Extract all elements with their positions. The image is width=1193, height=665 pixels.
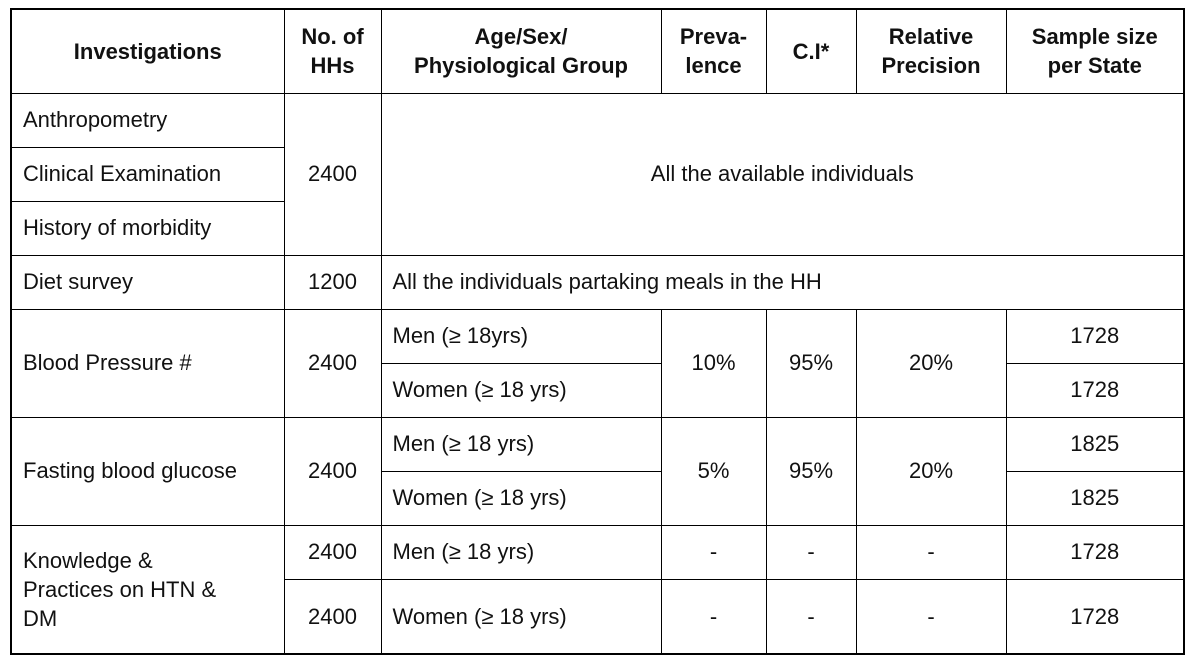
col-header-age-sex-group: Age/Sex/ Physiological Group [380, 8, 662, 94]
cell-fbg-group-men: Men (≥ 18 yrs) [380, 416, 662, 472]
cell-investigation-diet-survey: Diet survey [10, 254, 285, 310]
cell-fbg-group-women: Women (≥ 18 yrs) [380, 470, 662, 526]
cell-bp-sample-women: 1728 [1005, 362, 1185, 418]
cell-bp-ci: 95% [765, 308, 857, 418]
col-header-sample-size: Sample size per State [1005, 8, 1185, 94]
cell-fbg-ci: 95% [765, 416, 857, 526]
cell-investigation-anthropometry: Anthropometry [10, 92, 285, 148]
cell-fbg-sample-women: 1825 [1005, 470, 1185, 526]
cell-knowledge-sample-men: 1728 [1005, 524, 1185, 580]
cell-knowledge-prevalence-women: - [660, 578, 767, 655]
row-fasting-glucose-men: Fasting blood glucose 2400 Men (≥ 18 yrs… [10, 416, 1185, 526]
sample-size-table: Investigations No. of HHs Age/Sex/ Physi… [10, 8, 1185, 655]
cell-bp-prevalence: 10% [660, 308, 767, 418]
cell-investigation-history-of-morbidity: History of morbidity [10, 200, 285, 256]
cell-bp-group-men: Men (≥ 18yrs) [380, 308, 662, 364]
cell-block1-note: All the available individuals [380, 92, 1185, 256]
cell-investigation-knowledge: Knowledge & Practices on HTN & DM [10, 524, 285, 655]
row-knowledge-men: Knowledge & Practices on HTN & DM 2400 M… [10, 524, 1185, 655]
row-clinical-examination: Clinical Examination [10, 146, 1184, 202]
header-row: Investigations No. of HHs Age/Sex/ Physi… [10, 8, 1185, 94]
cell-knowledge-hhs-men: 2400 [283, 524, 382, 580]
cell-knowledge-precision-women: - [855, 578, 1007, 655]
row-blood-pressure-men: Blood Pressure # 2400 Men (≥ 18yrs) 10% … [10, 308, 1185, 418]
cell-diet-hhs: 1200 [283, 254, 382, 310]
cell-bp-hhs: 2400 [283, 308, 382, 418]
row-anthropometry: Anthropometry 2400 All the available ind… [10, 92, 1185, 256]
cell-knowledge-group-women: Women (≥ 18 yrs) [380, 578, 662, 655]
cell-bp-relative-precision: 20% [855, 308, 1007, 418]
row-fasting-glucose-women: Women (≥ 18 yrs) 1825 [11, 470, 1185, 526]
row-blood-pressure-women: Women (≥ 18 yrs) 1728 [11, 362, 1185, 418]
col-header-no-of-hhs: No. of HHs [283, 8, 382, 94]
cell-fbg-prevalence: 5% [660, 416, 767, 526]
cell-investigation-clinical-examination: Clinical Examination [10, 146, 285, 202]
cell-knowledge-precision-men: - [855, 524, 1007, 580]
row-diet-survey: Diet survey 1200 All the individuals par… [10, 254, 1185, 310]
cell-fbg-hhs: 2400 [283, 416, 382, 526]
cell-knowledge-prevalence-men: - [660, 524, 767, 580]
col-header-relative-precision: Relative Precision [855, 8, 1007, 94]
cell-fbg-sample-men: 1825 [1005, 416, 1185, 472]
col-header-ci: C.I* [765, 8, 857, 94]
cell-bp-group-women: Women (≥ 18 yrs) [380, 362, 662, 418]
cell-knowledge-ci-men: - [765, 524, 857, 580]
cell-fbg-relative-precision: 20% [855, 416, 1007, 526]
cell-investigation-fasting-glucose: Fasting blood glucose [10, 416, 285, 526]
cell-diet-note: All the individuals partaking meals in t… [380, 254, 1185, 310]
cell-knowledge-hhs-women: 2400 [283, 578, 382, 655]
col-header-prevalence: Preva- lence [660, 8, 767, 94]
cell-knowledge-group-men: Men (≥ 18 yrs) [380, 524, 662, 580]
cell-knowledge-sample-women: 1728 [1005, 578, 1185, 655]
cell-block1-hhs: 2400 [283, 92, 382, 256]
cell-bp-sample-men: 1728 [1005, 308, 1185, 364]
col-header-investigations: Investigations [10, 8, 285, 94]
row-knowledge-women: 2400 Women (≥ 18 yrs) - - - 1728 [11, 578, 1185, 655]
cell-knowledge-ci-women: - [765, 578, 857, 655]
cell-investigation-blood-pressure: Blood Pressure # [10, 308, 285, 418]
